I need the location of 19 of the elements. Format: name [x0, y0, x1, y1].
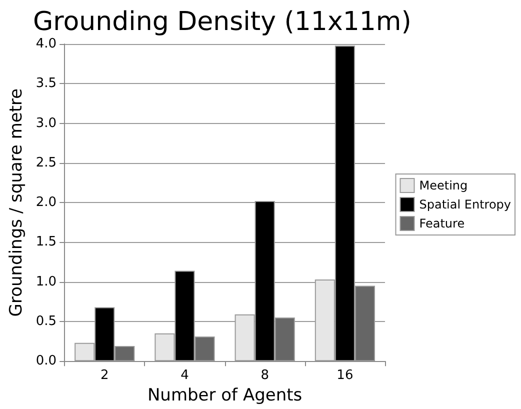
x-tick-label: 16 [336, 368, 354, 384]
x-tick-label: 8 [260, 368, 269, 384]
y-tick-label: 1.5 [36, 234, 57, 250]
y-tick-label: 2.5 [36, 155, 57, 170]
y-tick-label: 3.0 [36, 116, 57, 131]
y-tick-label: 2.0 [36, 195, 57, 210]
y-tick-label: 3.5 [36, 76, 57, 92]
y-tick-label: 0.0 [36, 354, 57, 369]
x-axis-title: Number of Agents [147, 386, 302, 406]
y-axis-title: Groundings / square metre [6, 88, 26, 317]
y-tick-label: 0.5 [36, 314, 57, 329]
y-tick-label: 4.0 [36, 36, 57, 52]
legend-label: Meeting [419, 178, 468, 192]
x-tick-label: 2 [100, 368, 109, 384]
legend-label: Spatial Entropy [419, 198, 512, 212]
x-tick-label: 4 [180, 368, 189, 384]
chart-title: Grounding Density (11x11m) [33, 7, 412, 37]
y-tick-label: 1.0 [36, 274, 57, 290]
legend-label: Feature [419, 216, 465, 230]
